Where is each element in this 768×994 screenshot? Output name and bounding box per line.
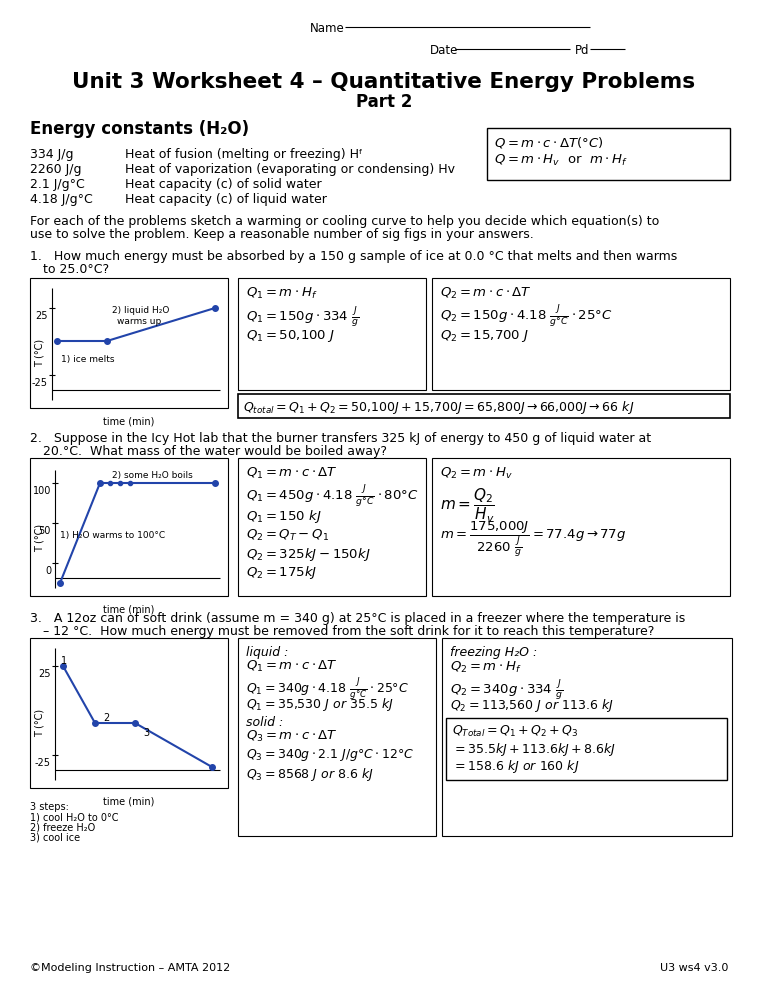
Text: $Q_1 = 35{,}530\ J\ or\ 35.5\ kJ$: $Q_1 = 35{,}530\ J\ or\ 35.5\ kJ$ xyxy=(246,696,394,713)
Text: 334 J/g: 334 J/g xyxy=(30,148,74,161)
Text: 2.1 J/g°C: 2.1 J/g°C xyxy=(30,178,84,191)
Text: 25: 25 xyxy=(35,311,48,321)
Text: to 25.0°C?: to 25.0°C? xyxy=(43,263,109,276)
Text: $Q_3 = m \cdot c \cdot \Delta T$: $Q_3 = m \cdot c \cdot \Delta T$ xyxy=(246,729,338,745)
Text: $Q_2 = m \cdot H_f$: $Q_2 = m \cdot H_f$ xyxy=(450,660,521,675)
Text: solid :: solid : xyxy=(246,716,283,729)
Text: 1) ice melts: 1) ice melts xyxy=(61,355,114,364)
Text: 3) cool ice: 3) cool ice xyxy=(30,832,80,842)
Text: $Q_1 = 340g \cdot 4.18\ \frac{J}{g°C} \cdot 25°C$: $Q_1 = 340g \cdot 4.18\ \frac{J}{g°C} \c… xyxy=(246,676,409,702)
Text: 50: 50 xyxy=(38,526,51,536)
Text: Heat capacity (c) of liquid water: Heat capacity (c) of liquid water xyxy=(125,193,327,206)
Text: Heat of fusion (melting or freezing) Hᶠ: Heat of fusion (melting or freezing) Hᶠ xyxy=(125,148,362,161)
Text: U3 ws4 v3.0: U3 ws4 v3.0 xyxy=(660,963,728,973)
Text: -25: -25 xyxy=(35,758,51,768)
Text: 2) freeze H₂O: 2) freeze H₂O xyxy=(30,822,95,832)
Text: $Q_1 = 150\ kJ$: $Q_1 = 150\ kJ$ xyxy=(246,508,322,525)
Text: $Q_2 = Q_T - Q_1$: $Q_2 = Q_T - Q_1$ xyxy=(246,528,329,543)
Text: 0: 0 xyxy=(45,566,51,576)
Text: warms up: warms up xyxy=(117,317,161,326)
Bar xyxy=(30,638,228,788)
Bar xyxy=(238,458,426,596)
Text: Energy constants (H₂O): Energy constants (H₂O) xyxy=(30,120,249,138)
Bar xyxy=(30,278,228,408)
Text: 25: 25 xyxy=(38,669,51,679)
Text: 1.   How much energy must be absorbed by a 150 g sample of ice at 0.0 °C that me: 1. How much energy must be absorbed by a… xyxy=(30,250,677,263)
Text: 4.18 J/g°C: 4.18 J/g°C xyxy=(30,193,93,206)
Text: freezing H₂O :: freezing H₂O : xyxy=(450,646,538,659)
Bar xyxy=(432,278,730,390)
Text: $Q_2 = 113{,}560\ J\ or\ 113.6\ kJ$: $Q_2 = 113{,}560\ J\ or\ 113.6\ kJ$ xyxy=(450,697,614,714)
Text: Part 2: Part 2 xyxy=(356,93,412,111)
Text: Heat of vaporization (evaporating or condensing) Hᴠ: Heat of vaporization (evaporating or con… xyxy=(125,163,455,176)
Text: 2.   Suppose in the Icy Hot lab that the burner transfers 325 kJ of energy to 45: 2. Suppose in the Icy Hot lab that the b… xyxy=(30,432,651,445)
Text: -25: -25 xyxy=(32,378,48,388)
Text: 2) liquid H₂O: 2) liquid H₂O xyxy=(112,306,170,315)
Text: use to solve the problem. Keep a reasonable number of sig figs in your answers.: use to solve the problem. Keep a reasona… xyxy=(30,228,534,241)
Text: $= 35.5kJ + 113.6kJ + 8.6kJ$: $= 35.5kJ + 113.6kJ + 8.6kJ$ xyxy=(452,741,616,758)
Text: – 12 °C.  How much energy must be removed from the soft drink for it to reach th: – 12 °C. How much energy must be removed… xyxy=(43,625,654,638)
Text: $Q_1 = m \cdot c \cdot \Delta T$: $Q_1 = m \cdot c \cdot \Delta T$ xyxy=(246,466,338,481)
Bar xyxy=(238,278,426,390)
Text: 1) H₂O warms to 100°C: 1) H₂O warms to 100°C xyxy=(60,531,165,540)
Text: $m = \dfrac{Q_2}{H_v}$: $m = \dfrac{Q_2}{H_v}$ xyxy=(440,487,495,525)
Text: $Q = m \cdot c \cdot \Delta T(°C)$: $Q = m \cdot c \cdot \Delta T(°C)$ xyxy=(494,135,604,150)
Text: T (°C): T (°C) xyxy=(35,339,45,367)
Text: Unit 3 Worksheet 4 – Quantitative Energy Problems: Unit 3 Worksheet 4 – Quantitative Energy… xyxy=(72,72,696,92)
Text: Name: Name xyxy=(310,22,345,35)
Text: $Q_2 = 150g \cdot 4.18\ \frac{J}{g°C} \cdot 25°C$: $Q_2 = 150g \cdot 4.18\ \frac{J}{g°C} \c… xyxy=(440,304,613,330)
Bar xyxy=(446,718,727,780)
Text: $Q_{total} = Q_1 + Q_2 = 50{,}100J + 15{,}700J = 65{,}800J \rightarrow 66{,}000J: $Q_{total} = Q_1 + Q_2 = 50{,}100J + 15{… xyxy=(243,399,634,416)
Text: For each of the problems sketch a warming or cooling curve to help you decide wh: For each of the problems sketch a warmin… xyxy=(30,215,659,228)
Text: 3.   A 12oz can of soft drink (assume m = 340 g) at 25°C is placed in a freezer : 3. A 12oz can of soft drink (assume m = … xyxy=(30,612,685,625)
Text: $Q_2 = 175kJ$: $Q_2 = 175kJ$ xyxy=(246,564,317,581)
Text: Date: Date xyxy=(430,44,458,57)
Text: ©Modeling Instruction – AMTA 2012: ©Modeling Instruction – AMTA 2012 xyxy=(30,963,230,973)
Bar xyxy=(442,638,732,836)
Text: Heat capacity (c) of solid water: Heat capacity (c) of solid water xyxy=(125,178,322,191)
Text: 3 steps:: 3 steps: xyxy=(30,802,69,812)
Text: T (°C): T (°C) xyxy=(35,709,45,738)
Text: $Q_2 = m \cdot c \cdot \Delta T$: $Q_2 = m \cdot c \cdot \Delta T$ xyxy=(440,286,532,301)
Bar xyxy=(30,458,228,596)
Text: liquid :: liquid : xyxy=(246,646,288,659)
Text: Pd: Pd xyxy=(575,44,590,57)
Text: $Q_2 = 340g \cdot 334\ \frac{J}{g}$: $Q_2 = 340g \cdot 334\ \frac{J}{g}$ xyxy=(450,677,564,702)
Text: 1) cool H₂O to 0°C: 1) cool H₂O to 0°C xyxy=(30,812,118,822)
Text: $Q = m \cdot H_v$  or  $m \cdot H_f$: $Q = m \cdot H_v$ or $m \cdot H_f$ xyxy=(494,153,628,168)
Text: $Q_1 = m \cdot H_f$: $Q_1 = m \cdot H_f$ xyxy=(246,286,318,301)
Text: T (°C): T (°C) xyxy=(35,524,45,552)
Text: 2: 2 xyxy=(103,713,109,723)
Text: $Q_1 = m \cdot c \cdot \Delta T$: $Q_1 = m \cdot c \cdot \Delta T$ xyxy=(246,659,338,674)
Text: $Q_2 = m \cdot H_v$: $Q_2 = m \cdot H_v$ xyxy=(440,466,513,481)
Text: $= 158.6\ kJ\ or\ 160\ kJ$: $= 158.6\ kJ\ or\ 160\ kJ$ xyxy=(452,758,580,775)
Bar xyxy=(487,128,730,180)
Bar xyxy=(432,458,730,596)
Bar xyxy=(238,394,730,418)
Text: $Q_2 = 325kJ - 150kJ$: $Q_2 = 325kJ - 150kJ$ xyxy=(246,546,371,563)
Text: $Q_2 = 15{,}700\ J$: $Q_2 = 15{,}700\ J$ xyxy=(440,328,529,344)
Text: $Q_1 = 50{,}100\ J$: $Q_1 = 50{,}100\ J$ xyxy=(246,328,335,344)
Text: $Q_{Total} = Q_1 + Q_2 + Q_3$: $Q_{Total} = Q_1 + Q_2 + Q_3$ xyxy=(452,724,578,740)
Text: $Q_1 = 450g \cdot 4.18\ \frac{J}{g°C} \cdot 80°C$: $Q_1 = 450g \cdot 4.18\ \frac{J}{g°C} \c… xyxy=(246,484,419,510)
Text: $Q_3 = 340g \cdot 2.1\ J/g°C \cdot 12°C$: $Q_3 = 340g \cdot 2.1\ J/g°C \cdot 12°C$ xyxy=(246,747,414,763)
Text: 3: 3 xyxy=(143,728,149,738)
Text: 2) some H₂O boils: 2) some H₂O boils xyxy=(112,471,193,480)
Text: 1: 1 xyxy=(61,656,67,666)
Text: 100: 100 xyxy=(32,486,51,496)
Text: time (min): time (min) xyxy=(104,416,154,426)
Text: 2260 J/g: 2260 J/g xyxy=(30,163,81,176)
Text: time (min): time (min) xyxy=(104,604,154,614)
Text: $Q_1 = 150g \cdot 334\ \frac{J}{g}$: $Q_1 = 150g \cdot 334\ \frac{J}{g}$ xyxy=(246,304,359,329)
Text: 20.°C.  What mass of the water would be boiled away?: 20.°C. What mass of the water would be b… xyxy=(43,445,387,458)
Text: time (min): time (min) xyxy=(104,796,154,806)
Bar xyxy=(238,638,436,836)
Text: $Q_3 = 8568\ J\ or\ 8.6\ kJ$: $Q_3 = 8568\ J\ or\ 8.6\ kJ$ xyxy=(246,766,374,783)
Text: $m = \dfrac{175{,}000J}{2260\ \frac{J}{g}} = 77.4g \rightarrow 77g$: $m = \dfrac{175{,}000J}{2260\ \frac{J}{g… xyxy=(440,520,626,560)
